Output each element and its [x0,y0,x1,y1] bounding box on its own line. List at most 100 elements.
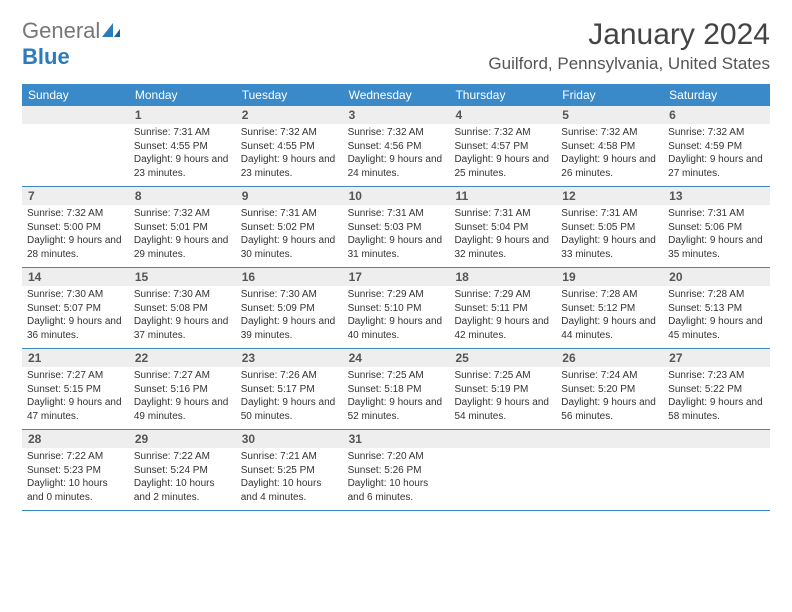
header: General Blue January 2024 Guilford, Penn… [22,18,770,74]
sunset-text: Sunset: 4:57 PM [454,140,551,154]
daylight-text: Daylight: 9 hours and 24 minutes. [348,153,445,180]
sunset-text: Sunset: 5:25 PM [241,464,338,478]
day-number: 22 [129,349,236,367]
day-number: 17 [343,268,450,286]
sunset-text: Sunset: 4:56 PM [348,140,445,154]
daylight-text: Daylight: 9 hours and 50 minutes. [241,396,338,423]
daylight-text: Daylight: 9 hours and 29 minutes. [134,234,231,261]
sunset-text: Sunset: 5:05 PM [561,221,658,235]
sunrise-text: Sunrise: 7:32 AM [561,126,658,140]
sunset-text: Sunset: 4:55 PM [134,140,231,154]
sunset-text: Sunset: 5:22 PM [668,383,765,397]
sunset-text: Sunset: 5:23 PM [27,464,124,478]
day-header-row: Sunday Monday Tuesday Wednesday Thursday… [22,84,770,106]
daynum-row: 21222324252627 [22,349,770,367]
month-title: January 2024 [488,18,770,52]
day-info: Sunrise: 7:28 AMSunset: 5:12 PMDaylight:… [556,286,663,348]
day-header-sunday: Sunday [22,84,129,106]
daylight-text: Daylight: 9 hours and 32 minutes. [454,234,551,261]
daylight-text: Daylight: 9 hours and 42 minutes. [454,315,551,342]
day-info: Sunrise: 7:31 AMSunset: 5:02 PMDaylight:… [236,205,343,267]
day-info [449,448,556,510]
daylight-text: Daylight: 9 hours and 39 minutes. [241,315,338,342]
daylight-text: Daylight: 9 hours and 26 minutes. [561,153,658,180]
day-info: Sunrise: 7:32 AMSunset: 4:58 PMDaylight:… [556,124,663,186]
daylight-text: Daylight: 9 hours and 30 minutes. [241,234,338,261]
day-number: 4 [449,106,556,124]
sunrise-text: Sunrise: 7:30 AM [27,288,124,302]
day-info: Sunrise: 7:32 AMSunset: 5:01 PMDaylight:… [129,205,236,267]
day-number: 26 [556,349,663,367]
day-number: 24 [343,349,450,367]
sunrise-text: Sunrise: 7:26 AM [241,369,338,383]
daylight-text: Daylight: 9 hours and 45 minutes. [668,315,765,342]
day-number: 5 [556,106,663,124]
week-block: 78910111213Sunrise: 7:32 AMSunset: 5:00 … [22,187,770,268]
daylight-text: Daylight: 9 hours and 23 minutes. [134,153,231,180]
day-number: 18 [449,268,556,286]
day-header-saturday: Saturday [663,84,770,106]
daylight-text: Daylight: 10 hours and 4 minutes. [241,477,338,504]
info-row: Sunrise: 7:30 AMSunset: 5:07 PM Daylight:… [22,286,770,348]
day-number: 19 [556,268,663,286]
info-row: Sunrise: 7:22 AMSunset: 5:23 PMDaylight:… [22,448,770,510]
day-info: Sunrise: 7:31 AMSunset: 5:05 PMDaylight:… [556,205,663,267]
day-header-tuesday: Tuesday [236,84,343,106]
sunset-text: Sunset: 4:55 PM [241,140,338,154]
daylight-text: Daylight: 9 hours and 35 minutes. [668,234,765,261]
daynum-row: 28293031 [22,430,770,448]
sunrise-text: Sunrise: 7:28 AM [561,288,658,302]
sunset-text: Sunset: 5:19 PM [454,383,551,397]
sunrise-text: Sunrise: 7:32 AM [454,126,551,140]
sunset-text: Sunset: 5:06 PM [668,221,765,235]
brand-part1: General [22,18,100,43]
week-block: 21222324252627Sunrise: 7:27 AMSunset: 5:… [22,349,770,430]
sunset-text: Sunset: 5:04 PM [454,221,551,235]
daylight-text: Daylight: 9 hours and 49 minutes. [134,396,231,423]
sunrise-text: Sunrise: 7:21 AM [241,450,338,464]
daylight-text: Daylight: 9 hours and 40 minutes. [348,315,445,342]
daylight-text: Daylight: 9 hours and 56 minutes. [561,396,658,423]
sunrise-text: Sunrise: 7:25 AM [348,369,445,383]
daylight-text: Daylight: 10 hours and 0 minutes. [27,477,124,504]
sunset-text: Sunset: 5:00 PM [27,221,124,235]
daylight-text: Daylight: 9 hours and 37 minutes. [134,315,231,342]
day-number: 10 [343,187,450,205]
sunset-text: Sunset: 5:16 PM [134,383,231,397]
daylight-text: Daylight: 9 hours and 23 minutes. [241,153,338,180]
location-label: Guilford, Pennsylvania, United States [488,54,770,74]
day-info: Sunrise: 7:31 AMSunset: 5:03 PMDaylight:… [343,205,450,267]
day-info: Sunrise: 7:23 AMSunset: 5:22 PMDaylight:… [663,367,770,429]
sunrise-text: Sunrise: 7:32 AM [134,207,231,221]
daylight-text: Daylight: 9 hours and 25 minutes. [454,153,551,180]
sunset-text: Sunset: 5:10 PM [348,302,445,316]
sunrise-text: Sunrise: 7:31 AM [134,126,231,140]
sunrise-text: Sunrise: 7:31 AM [561,207,658,221]
daylight-text: Daylight: 9 hours and 28 minutes. [27,234,124,261]
day-info: Sunrise: 7:25 AMSunset: 5:19 PMDaylight:… [449,367,556,429]
sunset-text: Sunset: 5:01 PM [134,221,231,235]
day-number: 7 [22,187,129,205]
day-number: 31 [343,430,450,448]
sunrise-text: Sunrise: 7:31 AM [454,207,551,221]
day-info: Sunrise: 7:31 AMSunset: 5:06 PMDaylight:… [663,205,770,267]
day-info: Sunrise: 7:30 AMSunset: 5:07 PMDaylight:… [22,286,129,348]
sunrise-text: Sunrise: 7:27 AM [134,369,231,383]
day-number: 29 [129,430,236,448]
sunrise-text: Sunrise: 7:22 AM [134,450,231,464]
day-info: Sunrise: 7:22 AMSunset: 5:24 PMDaylight:… [129,448,236,510]
day-info: Sunrise: 7:32 AMSunset: 4:56 PMDaylight:… [343,124,450,186]
sunset-text: Sunset: 5:17 PM [241,383,338,397]
daylight-text: Daylight: 9 hours and 31 minutes. [348,234,445,261]
sunset-text: Sunset: 5:07 PM [27,302,124,316]
day-info: Sunrise: 7:29 AMSunset: 5:11 PMDaylight:… [449,286,556,348]
day-header-wednesday: Wednesday [343,84,450,106]
day-info: Sunrise: 7:20 AMSunset: 5:26 PMDaylight:… [343,448,450,510]
daylight-text: Daylight: 9 hours and 58 minutes. [668,396,765,423]
sunset-text: Sunset: 5:02 PM [241,221,338,235]
day-number [22,106,129,124]
weeks-container: 123456Sunrise: 7:31 AMSunset: 4:55 PMDay… [22,106,770,511]
sunset-text: Sunset: 5:24 PM [134,464,231,478]
sunrise-text: Sunrise: 7:32 AM [348,126,445,140]
day-info: Sunrise: 7:30 AMSunset: 5:08 PMDaylight:… [129,286,236,348]
